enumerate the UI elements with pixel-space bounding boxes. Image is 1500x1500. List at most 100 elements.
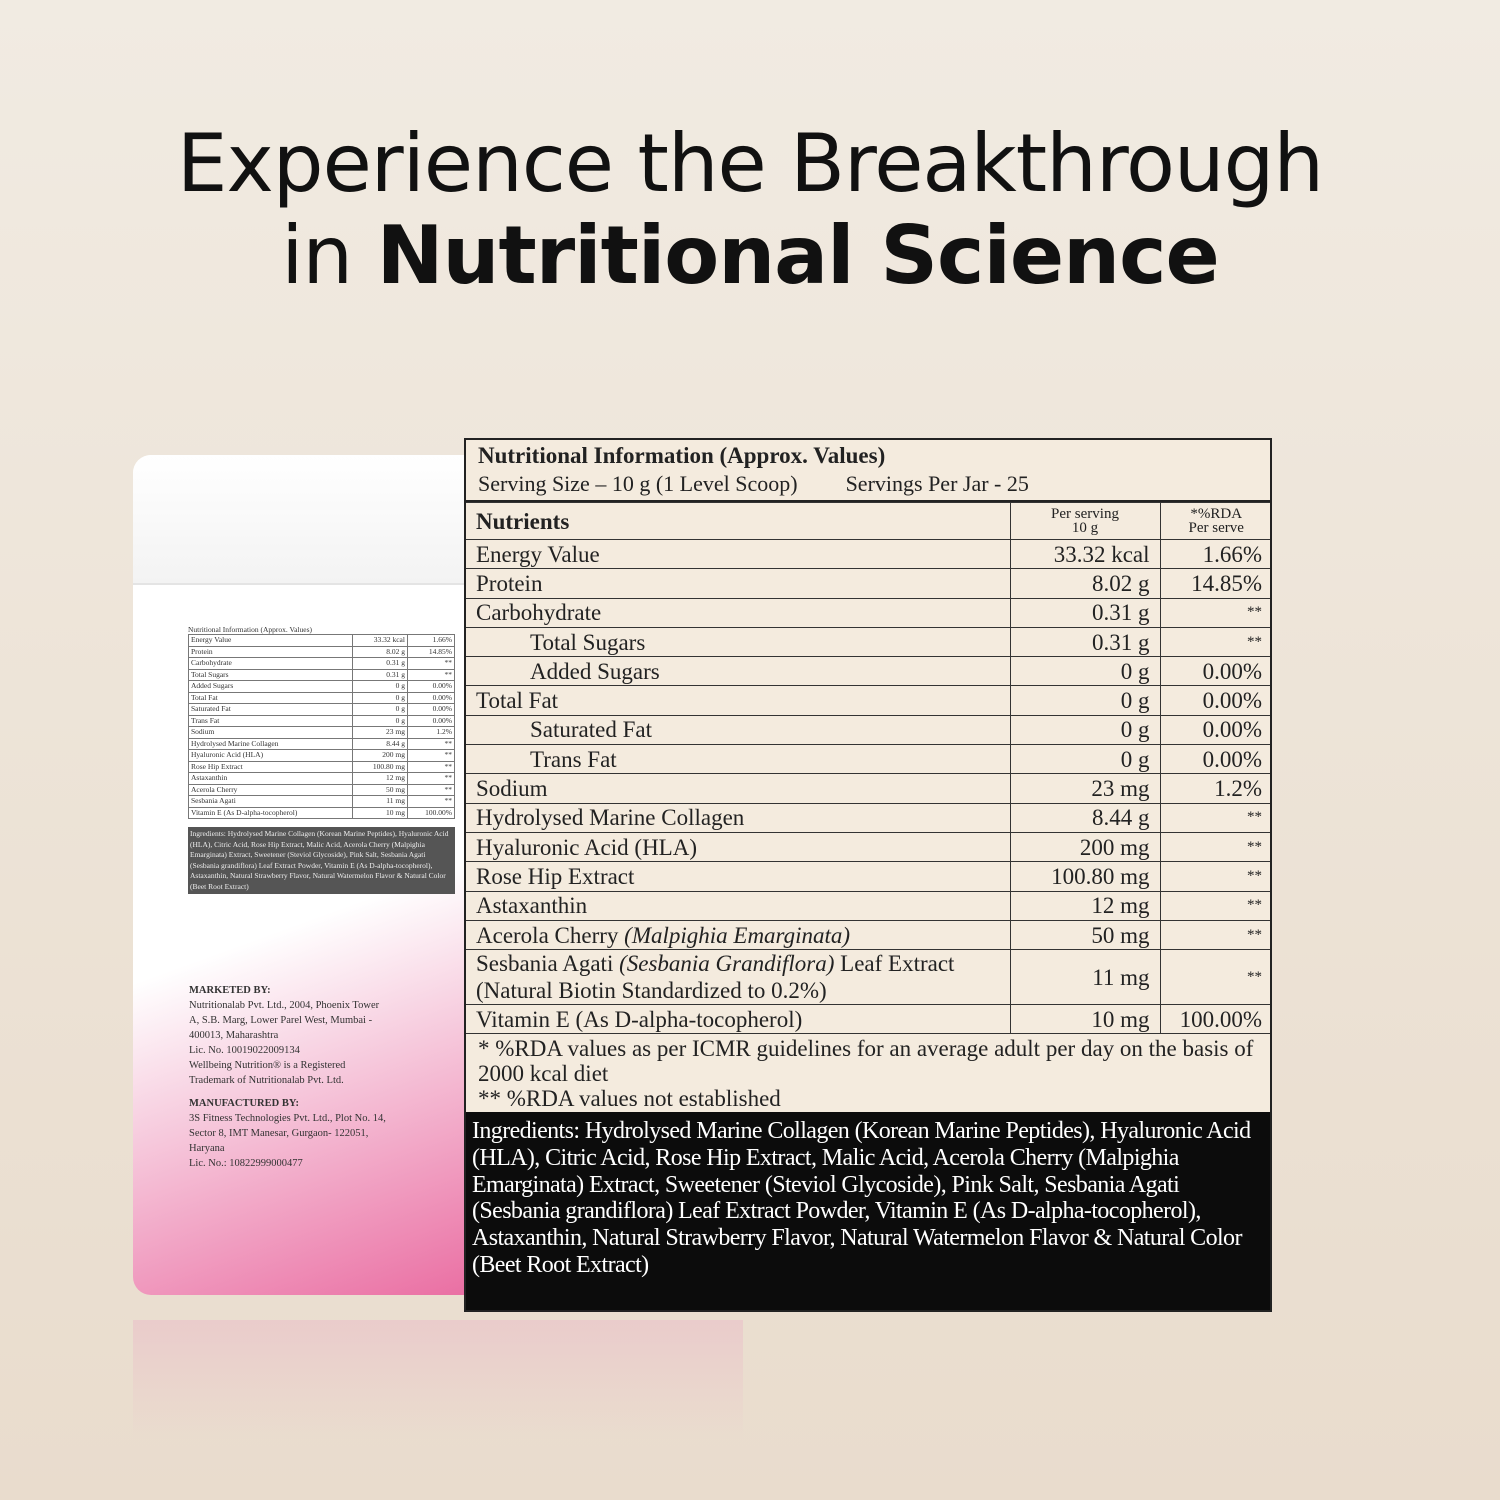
rda-value: ** xyxy=(1159,890,1270,921)
nutrition-table: Nutrients Per serving 10 g *%RDA Per serve… xyxy=(466,502,1270,1035)
per-serving-value: 33.32 kcal xyxy=(1009,538,1161,570)
nutrient-name: Saturated Fat xyxy=(466,714,1011,746)
mini-cell: 0 g xyxy=(352,680,408,693)
nutrient-name: Protein xyxy=(466,568,1011,599)
jar-info: MARKETED BY: Nutritionalab Pvt. Ltd., 20… xyxy=(189,975,389,1171)
mini-cell: ** xyxy=(406,668,456,681)
table-row: Saturated Fat 0 g 0.00% xyxy=(466,714,1270,746)
nutrient-name: Energy Value xyxy=(466,538,1011,570)
mini-cell: 12 mg xyxy=(352,772,408,785)
nutrient-name: Astaxanthin xyxy=(466,890,1011,921)
per-serving-value: 0 g xyxy=(1009,744,1161,775)
headline-line1: Experience the Breakthrough xyxy=(176,117,1324,210)
mini-cell: 50 mg xyxy=(352,783,408,796)
panel-header: Nutritional Information (Approx. Values)… xyxy=(466,440,1270,502)
mini-cell: 10 mg xyxy=(352,806,408,819)
marketer-address: Nutritionalab Pvt. Ltd., 2004, Phoenix T… xyxy=(189,1000,380,1041)
mini-title: Nutritional Information (Approx. Values) xyxy=(188,625,313,634)
mini-row: Protein 8.02 g 14.85% xyxy=(187,645,456,658)
per-serving-value: 0 g xyxy=(1009,656,1161,687)
serving-size: Serving Size – 10 g (1 Level Scoop) xyxy=(478,471,798,496)
table-row: Total Sugars 0.31 g ** xyxy=(466,626,1270,658)
per-serving-value: 0.31 g xyxy=(1009,597,1161,628)
mini-table: Energy Value 33.32 kcal 1.66% Protein 8.02 g… xyxy=(187,634,456,819)
nutrient-name: Carbohydrate xyxy=(466,597,1011,628)
mini-row: Acerola Cherry 50 mg ** xyxy=(187,783,456,796)
per-serving-value: 0.31 g xyxy=(1009,626,1161,658)
mini-cell: 33.32 kcal xyxy=(352,634,408,647)
mini-cell: Hyaluronic Acid (HLA) xyxy=(187,749,354,762)
jar-mini-label: Nutritional Information (Approx. Values)… xyxy=(187,625,456,894)
mini-row: Hyaluronic Acid (HLA) 200 mg ** xyxy=(187,749,456,762)
table-row: Carbohydrate 0.31 g ** xyxy=(466,597,1270,628)
mini-cell: 0.00% xyxy=(406,680,456,693)
col-rda: *%RDA Per serve xyxy=(1159,502,1270,540)
mini-cell: ** xyxy=(406,783,456,796)
mini-cell: 200 mg xyxy=(352,749,408,762)
license-1: Lic. No. 10019022009134 xyxy=(189,1045,300,1056)
mini-cell: Sodium xyxy=(187,726,354,739)
mini-cell: 11 mg xyxy=(352,795,408,808)
table-row: Added Sugars 0 g 0.00% xyxy=(466,656,1270,687)
nutrient-name: Sodium xyxy=(466,773,1011,804)
per-serving-value: 100.80 mg xyxy=(1009,861,1161,892)
mini-row: Rose Hip Extract 100.80 mg ** xyxy=(187,760,456,773)
mini-cell: 14.85% xyxy=(406,645,456,658)
per-serving-value: 0 g xyxy=(1009,714,1161,746)
mini-cell: Rose Hip Extract xyxy=(187,760,354,773)
jar-reflection xyxy=(133,1320,743,1440)
mini-cell: 0.31 g xyxy=(352,668,408,681)
mini-cell: ** xyxy=(406,749,456,762)
footnote-not-established: ** %RDA values not established xyxy=(478,1086,781,1112)
table-row: Sodium 23 mg 1.2% xyxy=(466,773,1270,804)
mini-row: Added Sugars 0 g 0.00% xyxy=(187,680,456,693)
table-row: Acerola Cherry (Malpighia Emarginata) 50 … xyxy=(466,919,1270,951)
servings-per-jar: Servings Per Jar - 25 xyxy=(845,471,1029,496)
mini-cell: Acerola Cherry xyxy=(187,783,354,796)
mini-cell: Saturated Fat xyxy=(187,703,354,716)
headline: Experience the Breakthrough in Nutrition… xyxy=(0,118,1500,302)
mini-cell: 100.00% xyxy=(406,806,456,819)
mini-cell: ** xyxy=(406,772,456,785)
panel-title: Nutritional Information (Approx. Values) xyxy=(478,443,886,468)
rda-value: ** xyxy=(1159,626,1270,658)
mini-cell: Added Sugars xyxy=(187,680,354,693)
footnote-rda: * %RDA values as per ICMR guidelines for… xyxy=(478,1036,1254,1087)
col-per-serving: Per serving 10 g xyxy=(1009,502,1161,540)
rda-value: ** xyxy=(1159,597,1270,628)
mini-cell: 0 g xyxy=(352,691,408,704)
nutrient-name: Acerola Cherry (Malpighia Emarginata) xyxy=(466,919,1011,951)
manufactured-by-label: MANUFACTURED BY: xyxy=(189,1098,299,1109)
nutrient-name: Total Sugars xyxy=(466,626,1011,658)
table-header: Nutrients Per serving 10 g *%RDA Per serve xyxy=(466,502,1270,540)
rda-value: 0.00% xyxy=(1159,744,1270,775)
mini-row: Total Sugars 0.31 g ** xyxy=(187,668,456,681)
rda-value: 0.00% xyxy=(1159,656,1270,687)
mini-row: Hydrolysed Marine Collagen 8.44 g ** xyxy=(187,737,456,750)
col-nutrients: Nutrients xyxy=(466,502,1011,540)
mini-cell: Astaxanthin xyxy=(187,772,354,785)
per-serving-value: 50 mg xyxy=(1009,919,1161,951)
nutrient-name: Added Sugars xyxy=(466,656,1011,687)
nutrient-name: Total Fat xyxy=(466,685,1011,716)
table-row: Hydrolysed Marine Collagen 8.44 g ** xyxy=(466,802,1270,833)
rda-value: 0.00% xyxy=(1159,714,1270,746)
mini-row: Sodium 23 mg 1.2% xyxy=(187,726,456,739)
table-row: Vitamin E (As D-alpha-tocopherol) 10 mg 10… xyxy=(466,1004,1270,1035)
nutrition-panel: Nutritional Information (Approx. Values)… xyxy=(464,438,1272,1312)
mini-cell: 0.00% xyxy=(406,703,456,716)
mini-cell: Vitamin E (As D-alpha-tocopherol) xyxy=(187,806,354,819)
nutrient-name: Vitamin E (As D-alpha-tocopherol) xyxy=(466,1004,1011,1035)
per-serving-value: 200 mg xyxy=(1009,831,1161,863)
mini-cell: Sesbania Agati xyxy=(187,795,354,808)
rda-value: 1.66% xyxy=(1159,538,1270,570)
per-serving-value: 11 mg xyxy=(1009,949,1161,1006)
mini-cell: 0.00% xyxy=(406,714,456,727)
rda-value: ** xyxy=(1159,861,1270,892)
mini-cell: 8.44 g xyxy=(352,737,408,750)
mini-cell: Protein xyxy=(187,645,354,658)
mini-cell: Total Fat xyxy=(187,691,354,704)
per-serving-value: 8.44 g xyxy=(1009,802,1161,833)
rda-value: 0.00% xyxy=(1159,685,1270,716)
mini-row: Carbohydrate 0.31 g ** xyxy=(187,657,456,670)
